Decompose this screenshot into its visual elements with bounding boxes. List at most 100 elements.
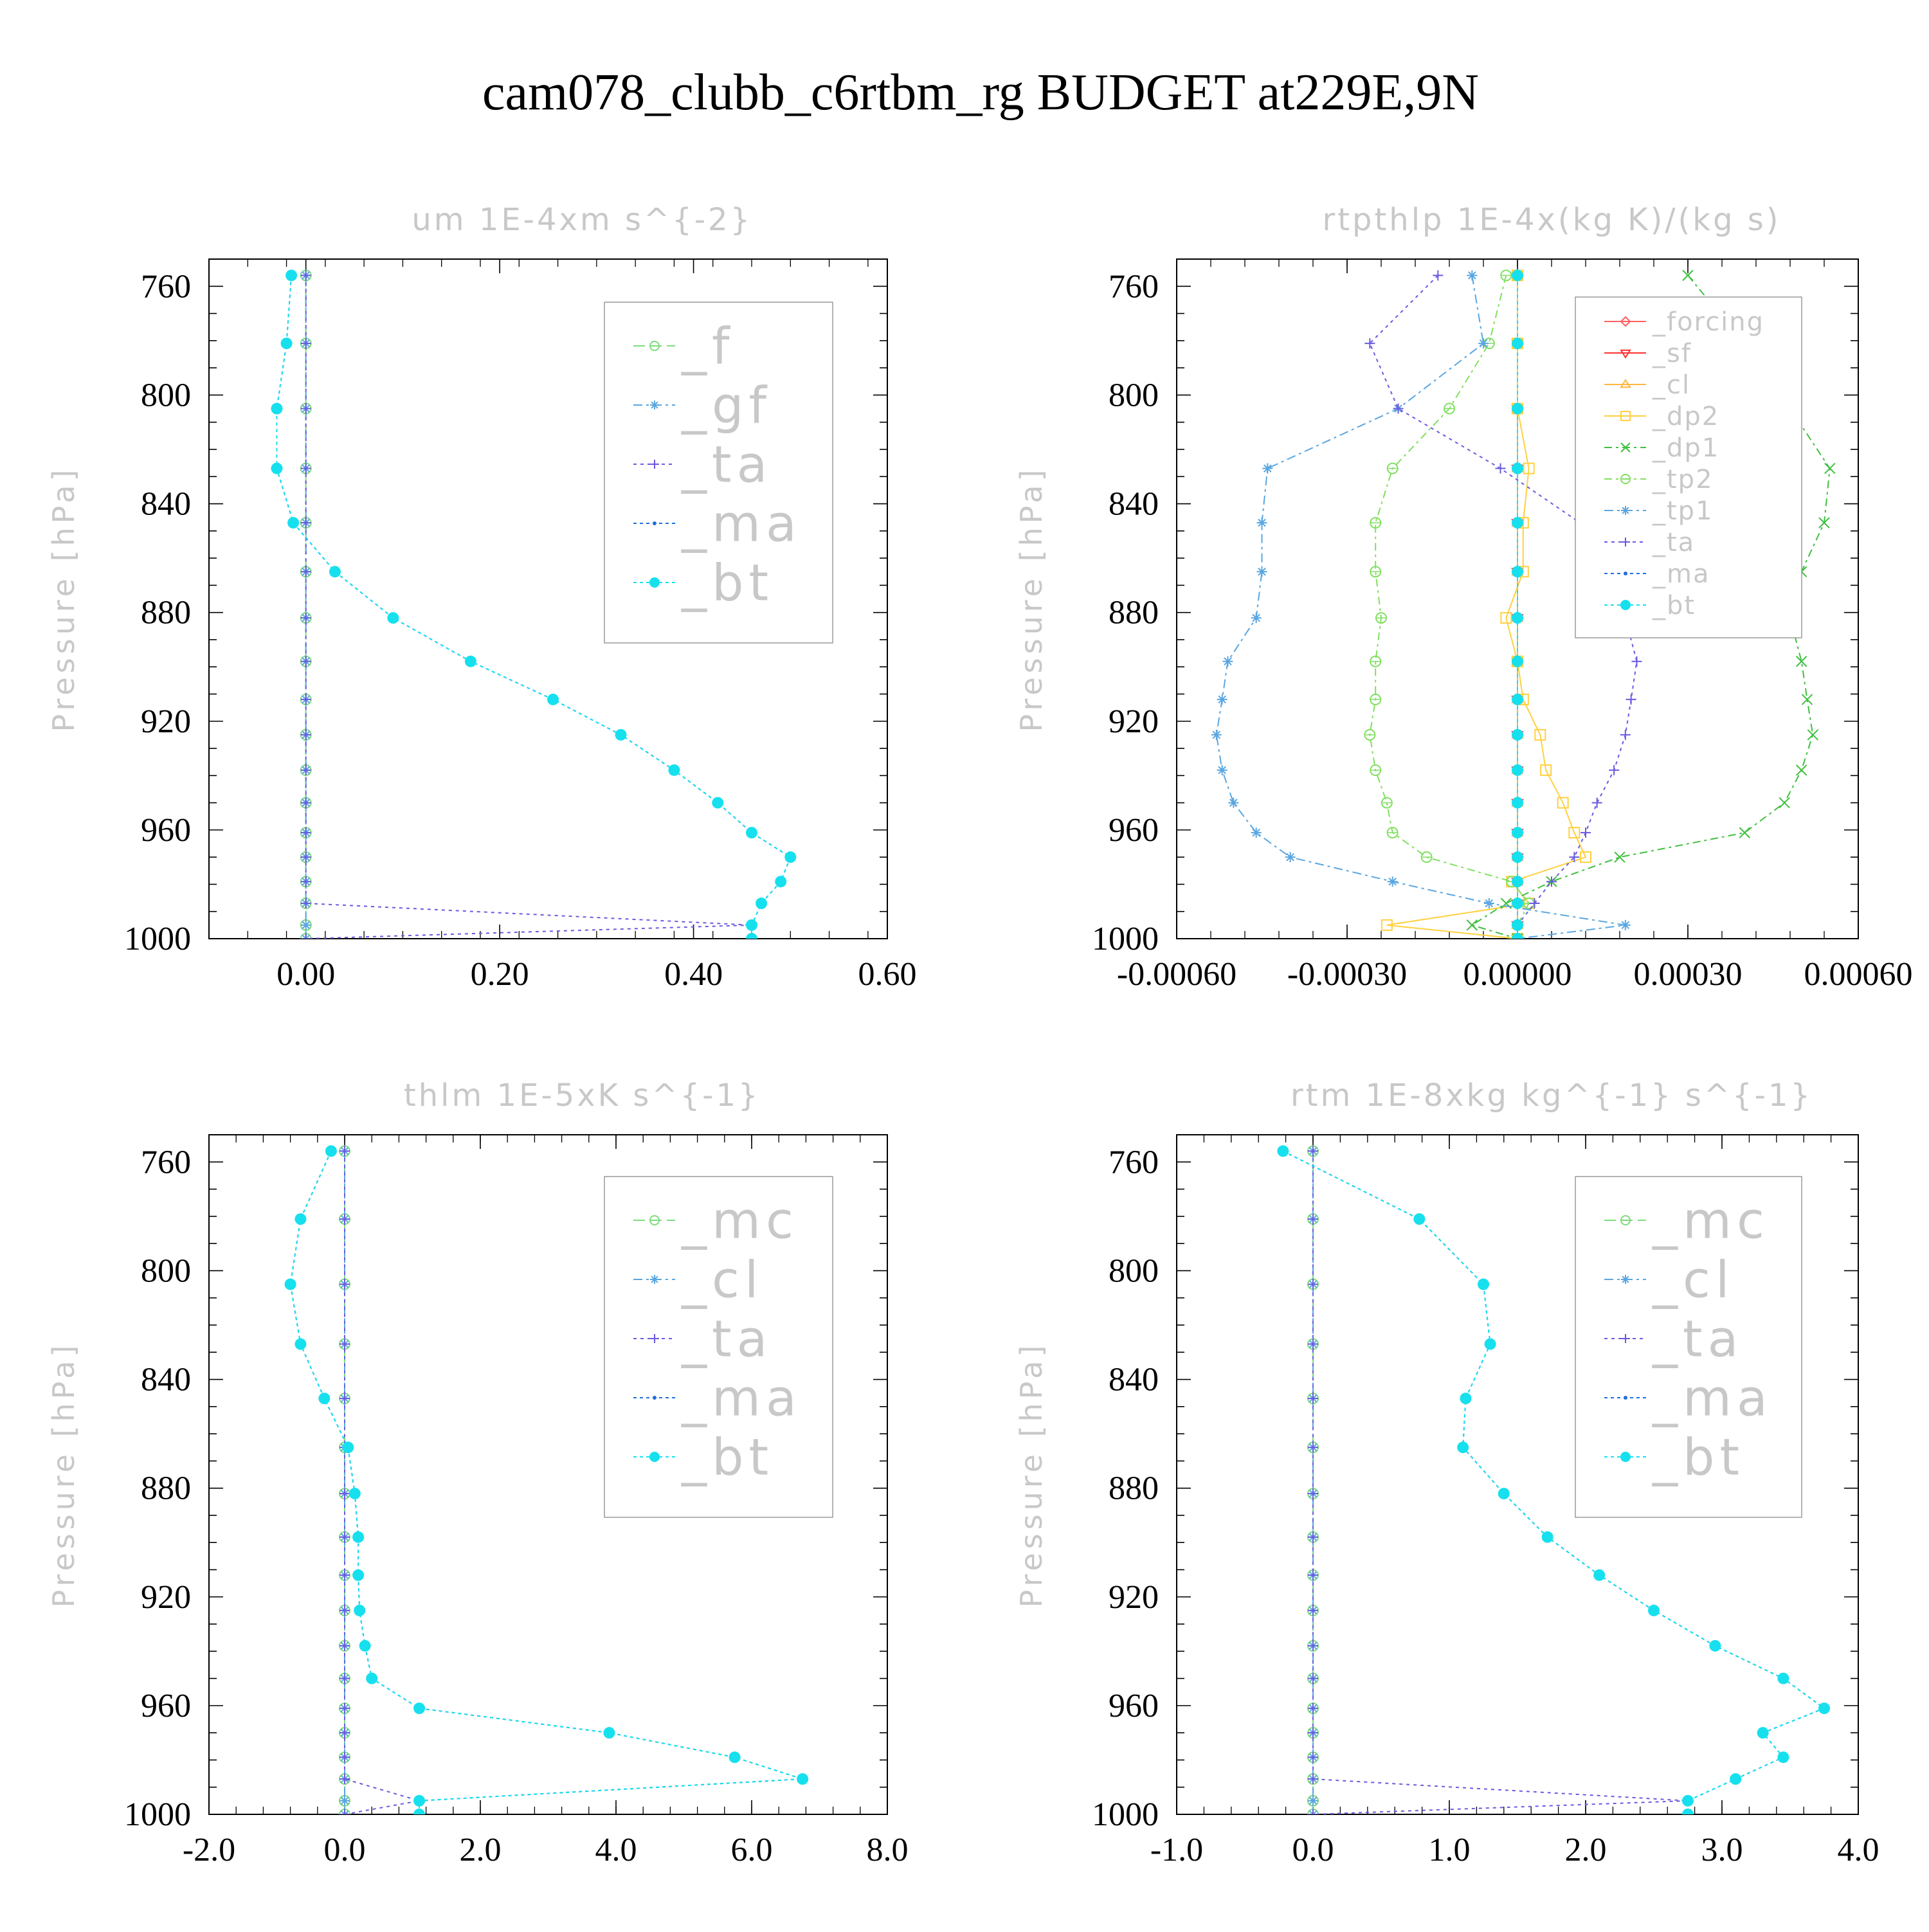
x-marker [1682, 269, 1694, 282]
plot-frame [1176, 1134, 1859, 1815]
legend-box [604, 1176, 833, 1518]
legend-label: _bt [1652, 591, 1696, 620]
legend-item-mc: _mc [1604, 1192, 1764, 1250]
x-tick-label: 0.00000 [1463, 956, 1572, 993]
legend-label: _ma [681, 495, 802, 553]
plus-marker [1626, 694, 1636, 705]
plus-marker [1308, 1339, 1318, 1350]
y-tick-label: 760 [141, 1144, 191, 1180]
legend-label: _ta [1652, 528, 1695, 557]
plus-marker [300, 852, 311, 863]
x-tick-label: 0.20 [471, 956, 529, 993]
bt-marker [797, 1773, 809, 1785]
plus-marker [1308, 1673, 1318, 1684]
legend-label: _ma [1652, 559, 1710, 589]
y-tick-label: 880 [141, 1470, 191, 1507]
x-tick-label: 0.00 [276, 956, 335, 993]
bt-marker [1478, 1278, 1489, 1290]
bt-marker [1512, 898, 1523, 910]
plus-marker [1393, 403, 1404, 414]
series-bt [284, 1145, 809, 1814]
square-marker [1540, 764, 1552, 776]
series-layer [1277, 1145, 1830, 1814]
plus-marker [300, 764, 311, 775]
legend-label: _cl [681, 1251, 764, 1309]
legend-item-gf: _gf [633, 377, 766, 435]
bt-marker [1512, 402, 1523, 415]
y-tick-label: 960 [1109, 812, 1159, 849]
x-marker [1807, 729, 1819, 741]
panel-title: um 1E-4xm s^{-2} [412, 202, 752, 238]
plus-marker [1308, 1146, 1318, 1157]
bt-marker [615, 728, 627, 741]
plus-marker [1569, 852, 1580, 863]
plus-marker [340, 1673, 350, 1684]
y-tick-label: 760 [141, 268, 191, 305]
bt-marker [784, 851, 797, 863]
legend-item-ma: _ma [633, 495, 802, 553]
asterisk-marker [1217, 694, 1227, 705]
asterisk-marker [1217, 764, 1227, 775]
plus-marker [340, 1531, 350, 1542]
y-tick-label: 880 [1109, 1470, 1159, 1507]
asterisk-marker [1262, 463, 1273, 474]
x-marker [1614, 851, 1626, 863]
plus-marker [300, 463, 311, 474]
asterisk-marker [1308, 1795, 1318, 1806]
plus-marker [1620, 729, 1631, 740]
series-line [1386, 275, 1587, 939]
asterisk-marker [1256, 518, 1267, 528]
y-tick-label: 840 [1109, 486, 1159, 523]
legend-item-tp2: _tp2 [1604, 465, 1712, 494]
bt-marker [413, 1809, 426, 1814]
plus-marker [1308, 1640, 1318, 1651]
plus-marker [1591, 797, 1602, 808]
plus-marker [300, 729, 311, 740]
y-axis-label: Pressure [hPa] [46, 466, 81, 732]
bt-marker [352, 1569, 365, 1581]
legend-item-ta: _ta [633, 436, 767, 494]
plus-marker [300, 613, 311, 624]
bt-marker [712, 797, 724, 809]
series-dp2 [1381, 269, 1591, 939]
x-marker [1620, 442, 1631, 453]
bt-marker [1648, 1604, 1660, 1616]
bt-marker [1512, 933, 1523, 939]
bt-marker [1512, 764, 1523, 776]
plus-marker [300, 338, 311, 349]
plus-marker [1621, 1334, 1630, 1343]
bt-marker [464, 655, 476, 667]
plus-marker [300, 403, 311, 414]
legend-item-cl: _cl [1604, 370, 1689, 400]
plus-marker [650, 460, 659, 469]
plus-marker [340, 1214, 350, 1225]
x-tick-label: -2.0 [183, 1832, 235, 1868]
asterisk-marker [1621, 506, 1630, 515]
y-tick-label: 920 [1109, 1579, 1159, 1616]
plus-marker [1580, 827, 1591, 838]
plus-marker [1308, 1752, 1318, 1763]
asterisk-marker [1285, 852, 1296, 863]
x-tick-label: 0.0 [1292, 1832, 1334, 1868]
x-tick-label: 0.0 [324, 1832, 366, 1868]
bt-marker [746, 933, 757, 939]
legend-item-ma: _ma [1604, 1369, 1768, 1427]
plus-marker [1308, 1279, 1318, 1290]
x-marker [1466, 919, 1478, 931]
legend-label: _cl [1652, 1251, 1735, 1309]
asterisk-marker [1211, 729, 1222, 740]
bt-marker [359, 1639, 371, 1652]
y-axis-label: Pressure [hPa] [1014, 1342, 1049, 1608]
asterisk-marker [1483, 898, 1494, 909]
legend-label: _ta [1652, 1310, 1743, 1368]
legend-item-bt: _bt [633, 554, 768, 612]
square-marker [1523, 462, 1535, 474]
x-tick-label: 4.0 [1838, 1832, 1879, 1868]
plus-marker [340, 1146, 350, 1157]
plus-marker [300, 566, 311, 577]
plus-marker [1308, 1809, 1318, 1814]
asterisk-marker [1251, 827, 1262, 838]
plus-marker [1529, 898, 1540, 909]
